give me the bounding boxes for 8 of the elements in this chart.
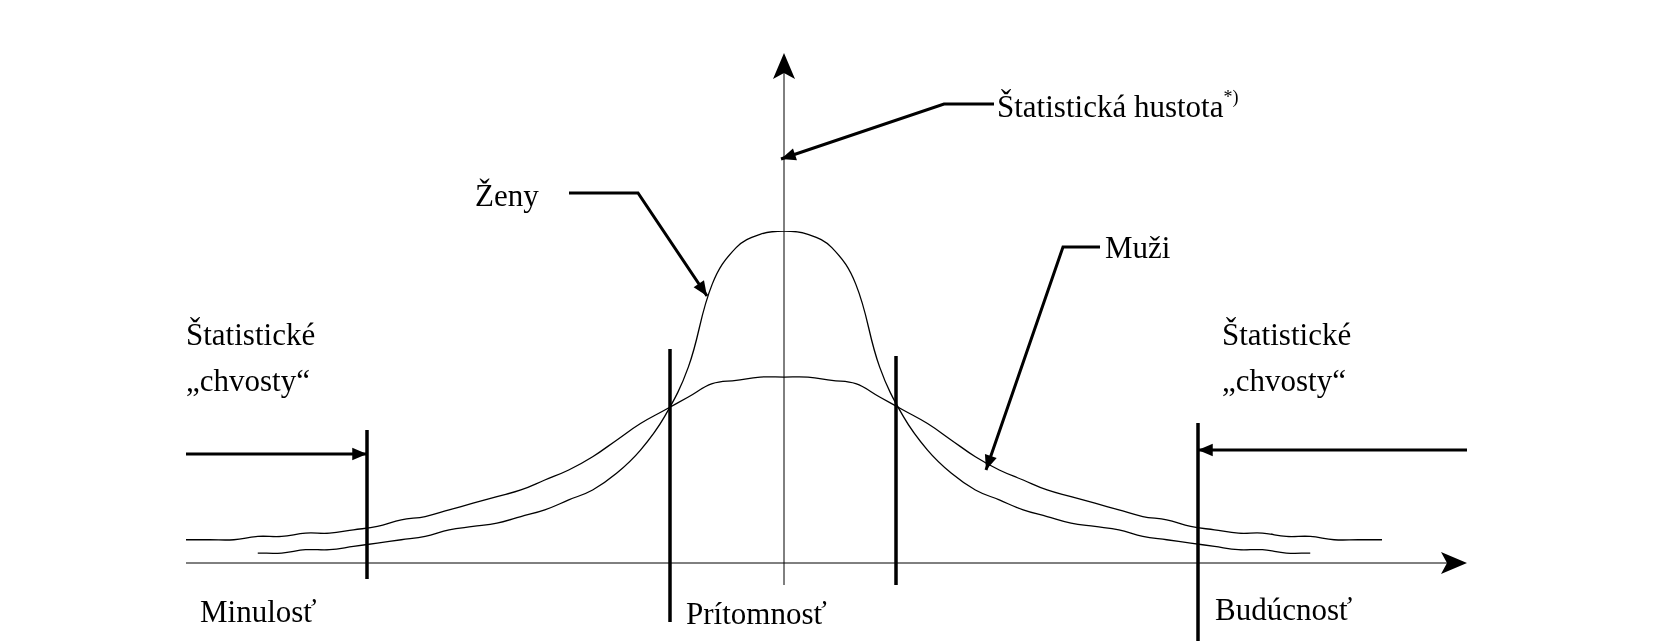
annotation: Štatistické „chvosty“ xyxy=(186,316,317,400)
text: Prítomnosť xyxy=(686,596,827,631)
text: Muži xyxy=(1105,230,1171,265)
text: Štatistická hustota$^{*)}$ xyxy=(997,87,1239,124)
annotation: Štatistické „chvosty“ xyxy=(1222,316,1353,400)
text: Minulosť xyxy=(200,594,317,629)
text: Budúcnosť xyxy=(1215,592,1353,627)
text: Ženy xyxy=(475,178,539,213)
